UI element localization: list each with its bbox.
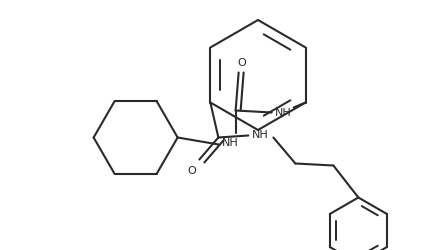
Text: O: O: [237, 58, 246, 68]
Text: NH: NH: [252, 130, 269, 140]
Text: O: O: [187, 166, 196, 175]
Text: NH: NH: [275, 108, 292, 118]
Text: NH: NH: [222, 138, 239, 147]
